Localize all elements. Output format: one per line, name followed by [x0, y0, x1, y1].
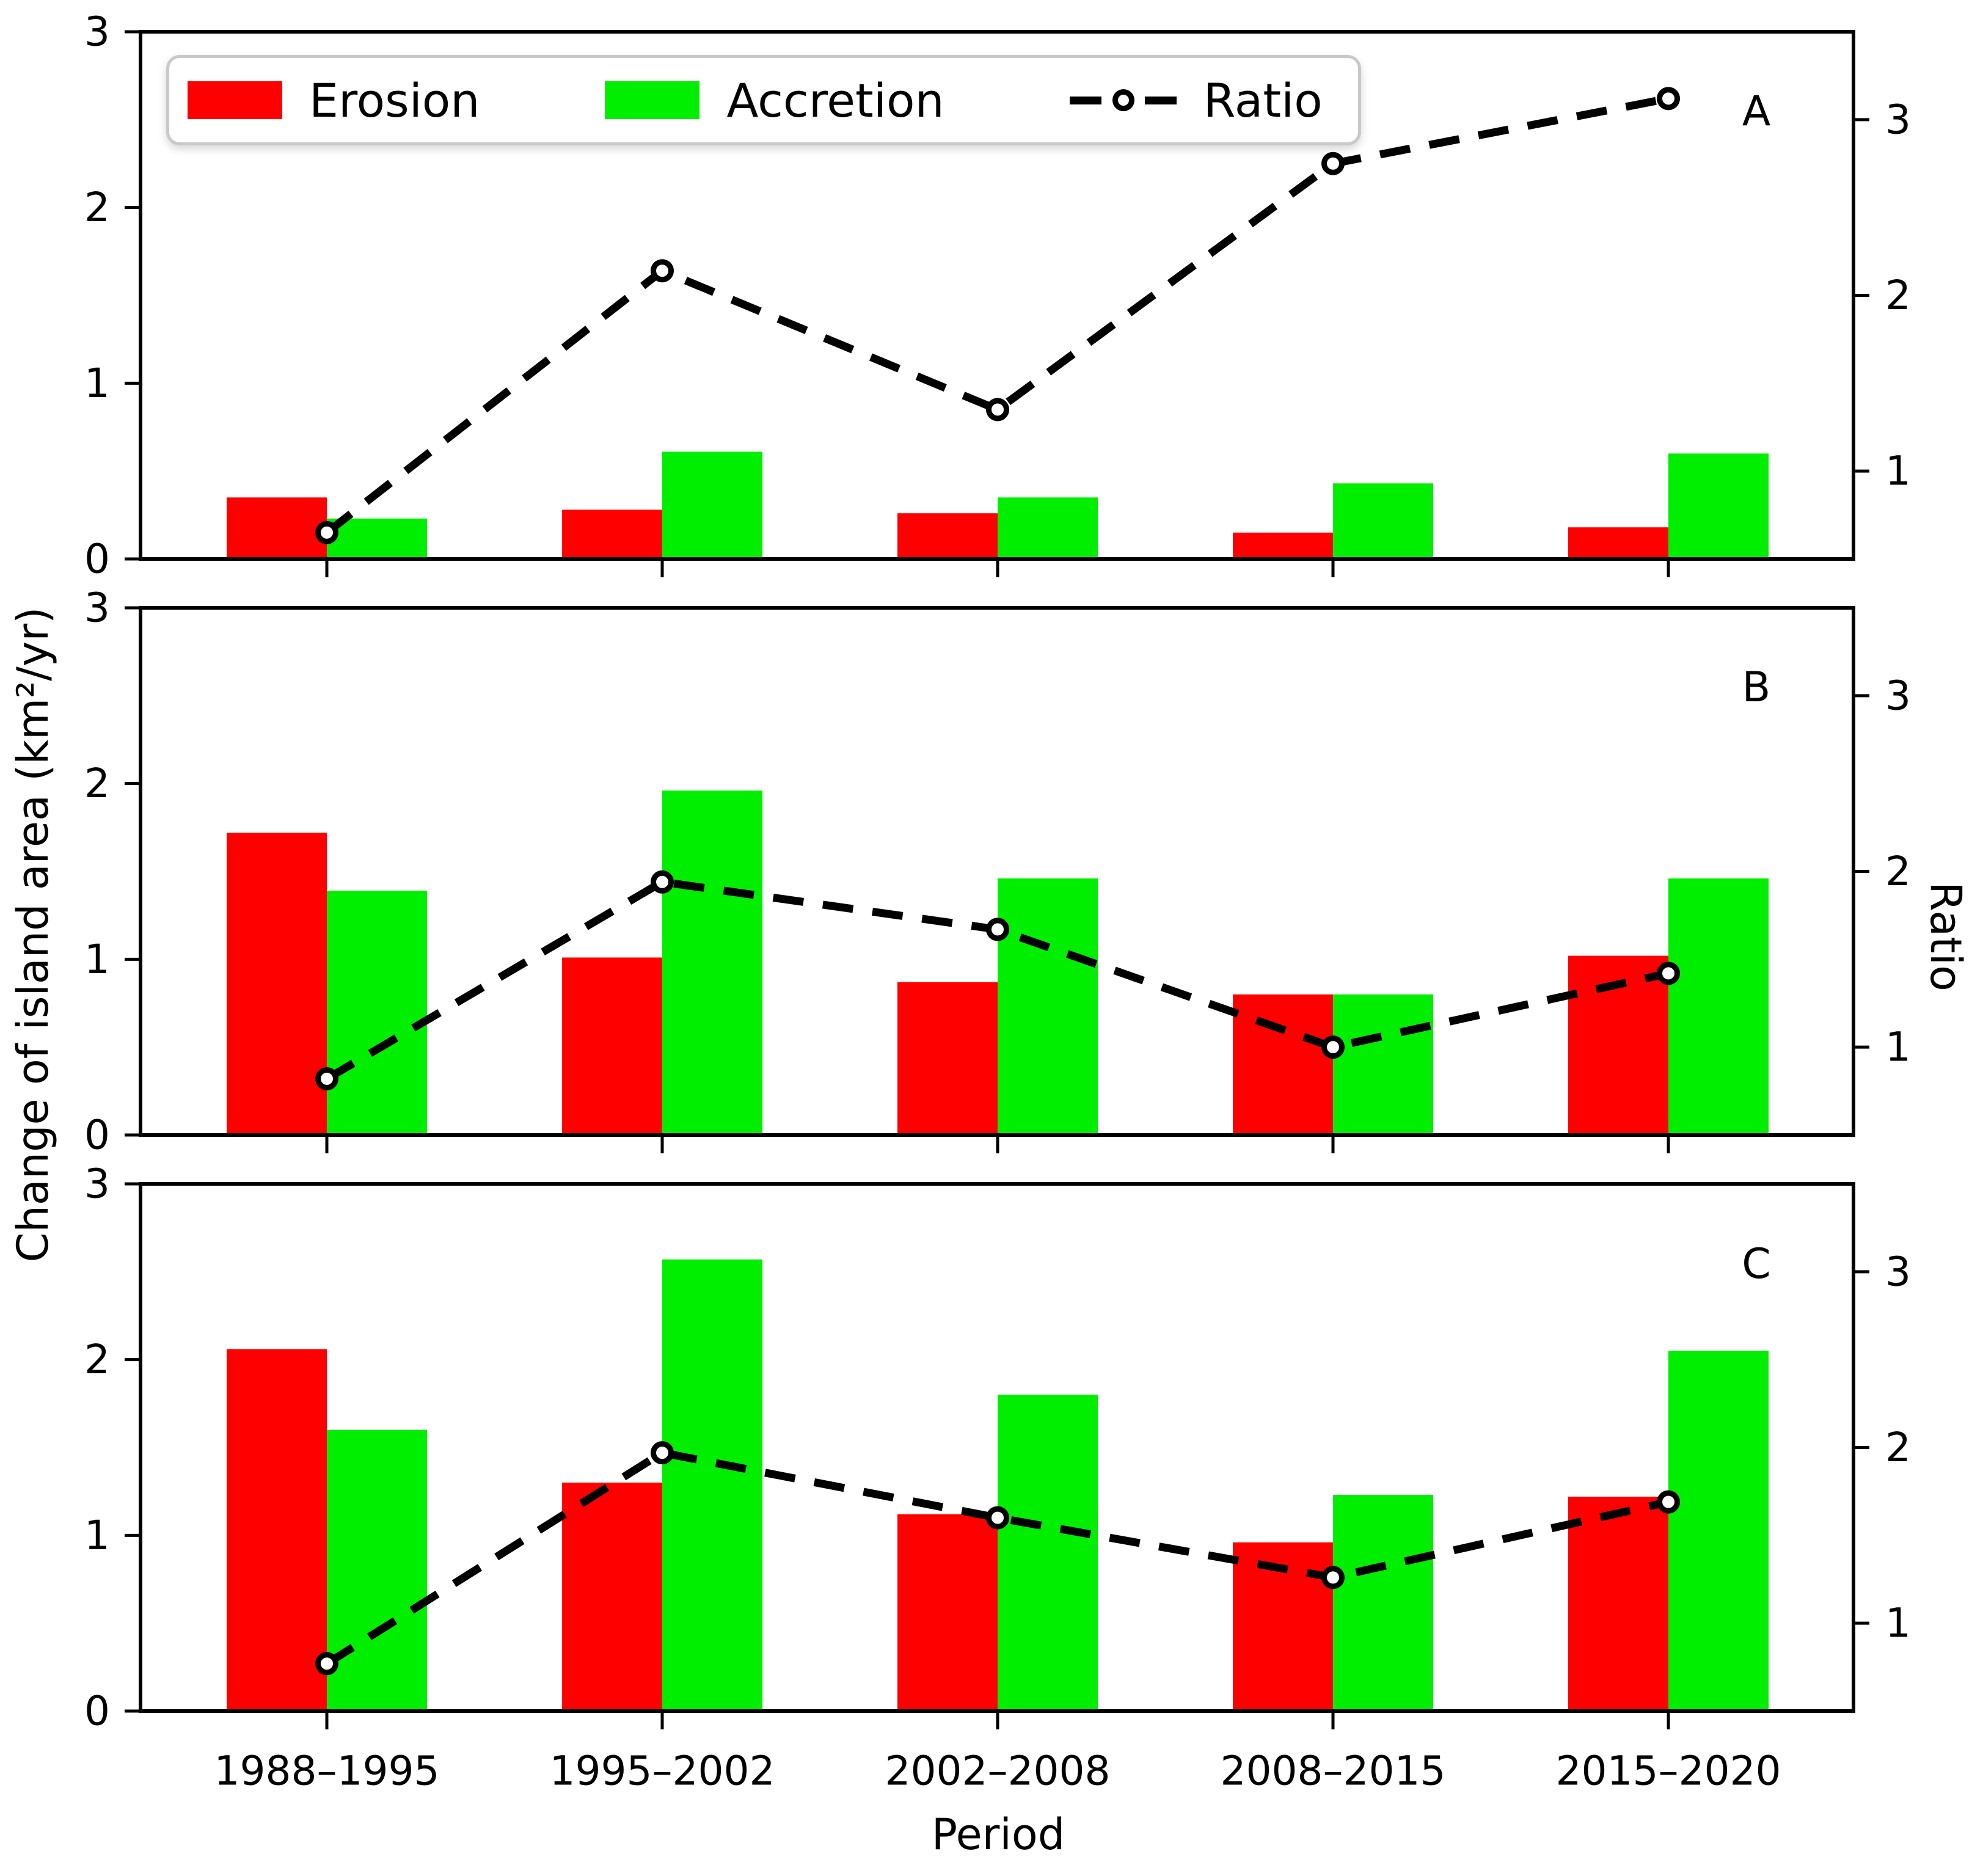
left-tick-label: 1 — [84, 360, 110, 407]
erosion-bar — [1568, 1497, 1668, 1711]
accretion-bar — [1333, 1495, 1433, 1711]
x-tick-label: 1988–1995 — [214, 1748, 440, 1795]
ratio-line — [324, 1448, 1670, 1667]
accretion-bar — [1333, 483, 1433, 559]
erosion-bar — [897, 1514, 998, 1711]
right-tick-label: 1 — [1885, 1600, 1911, 1647]
erosion-bar — [1233, 532, 1333, 559]
erosion-bar — [1568, 527, 1668, 559]
left-tick-label: 3 — [84, 585, 110, 632]
accretion-bar — [662, 1259, 762, 1711]
panel-label-b: B — [1742, 663, 1771, 712]
left-tick-label: 0 — [84, 1112, 110, 1159]
left-tick-label: 0 — [84, 1688, 110, 1735]
right-tick-label: 2 — [1885, 1424, 1911, 1471]
accretion-bar — [998, 878, 1098, 1135]
right-tick-label: 1 — [1885, 448, 1911, 495]
right-tick-label: 2 — [1885, 848, 1911, 895]
erosion-bar — [227, 1349, 327, 1711]
panel-A: 0 1 2 3 1 2 3 — [84, 9, 1911, 583]
left-tick-label: 3 — [84, 1161, 110, 1208]
panel-B: 0 1 2 3 1 2 3 — [84, 585, 1911, 1159]
left-tick-label: 1 — [84, 1512, 110, 1559]
ratio-point — [651, 259, 674, 283]
left-tick-label: 2 — [84, 1336, 110, 1383]
ratio-point — [1321, 1035, 1345, 1059]
accretion-bar — [327, 518, 427, 559]
accretion-bar — [662, 451, 762, 559]
legend-swatch-erosion-icon — [188, 81, 282, 119]
left-tick-label: 1 — [84, 936, 110, 983]
x-tick-label: 1995–2002 — [550, 1748, 775, 1795]
y-axis-title-left: Change of island area (km²/yr) — [8, 607, 58, 1263]
ratio-point — [1657, 962, 1680, 985]
x-axis-title: Period — [931, 1809, 1065, 1860]
ratio-point — [315, 1652, 338, 1676]
ratio-line — [324, 94, 1670, 536]
ratio-point — [1321, 151, 1345, 175]
legend-label-erosion: Erosion — [309, 73, 480, 128]
accretion-bar — [662, 790, 762, 1135]
legend-label-ratio: Ratio — [1203, 73, 1323, 128]
x-tick-label: 2015–2020 — [1556, 1748, 1781, 1795]
ratio-point — [986, 398, 1009, 422]
accretion-bar — [1668, 453, 1769, 559]
right-tick-label: 3 — [1885, 1248, 1911, 1295]
erosion-bar — [1233, 994, 1333, 1135]
erosion-bar — [562, 1483, 662, 1711]
panel-label-a: A — [1742, 87, 1771, 136]
erosion-bar — [227, 833, 327, 1135]
accretion-bar — [327, 1429, 427, 1711]
ratio-point — [986, 1506, 1009, 1530]
ratio-point — [315, 520, 338, 544]
accretion-bar — [327, 891, 427, 1135]
ratio-point — [1321, 1566, 1345, 1589]
erosion-bar — [897, 982, 998, 1135]
legend-ratio-marker-icon — [1069, 79, 1177, 122]
ratio-point — [986, 918, 1009, 941]
erosion-bar — [562, 509, 662, 559]
x-tick-label: 2008–2015 — [1221, 1748, 1446, 1795]
legend: Erosion Accretion Ratio — [166, 55, 1361, 145]
ratio-point — [1657, 1490, 1680, 1514]
legend-swatch-accretion-icon — [605, 81, 700, 119]
left-tick-label: 0 — [84, 536, 110, 583]
accretion-bar — [1668, 1351, 1769, 1711]
left-tick-label: 2 — [84, 760, 110, 807]
panel-label-c: C — [1742, 1240, 1771, 1288]
erosion-bar — [227, 497, 327, 559]
right-tick-label: 1 — [1885, 1024, 1911, 1071]
accretion-bar — [998, 497, 1098, 559]
x-tick-label: 2002–2008 — [885, 1748, 1111, 1795]
ratio-point — [1657, 87, 1680, 111]
ratio-point — [651, 870, 674, 894]
circle-marker-icon — [1112, 89, 1134, 111]
accretion-bar — [1668, 878, 1769, 1135]
left-tick-label: 3 — [84, 9, 110, 56]
ratio-point — [315, 1067, 338, 1090]
right-tick-label: 3 — [1885, 96, 1911, 143]
erosion-bar — [897, 513, 998, 559]
erosion-bar — [562, 957, 662, 1135]
accretion-bar — [1333, 994, 1433, 1135]
left-tick-label: 2 — [84, 184, 110, 231]
panel-C: 0 1 2 3 1 2 3 1988–1995 1995–2002 2002–2008 2008–2… — [84, 1161, 1911, 1795]
accretion-bar — [998, 1395, 1098, 1711]
legend-label-accretion: Accretion — [726, 73, 944, 128]
right-tick-label: 3 — [1885, 672, 1911, 719]
right-tick-label: 2 — [1885, 272, 1911, 319]
ratio-point — [651, 1441, 674, 1465]
y-axis-title-right: Ratio — [1921, 881, 1971, 991]
